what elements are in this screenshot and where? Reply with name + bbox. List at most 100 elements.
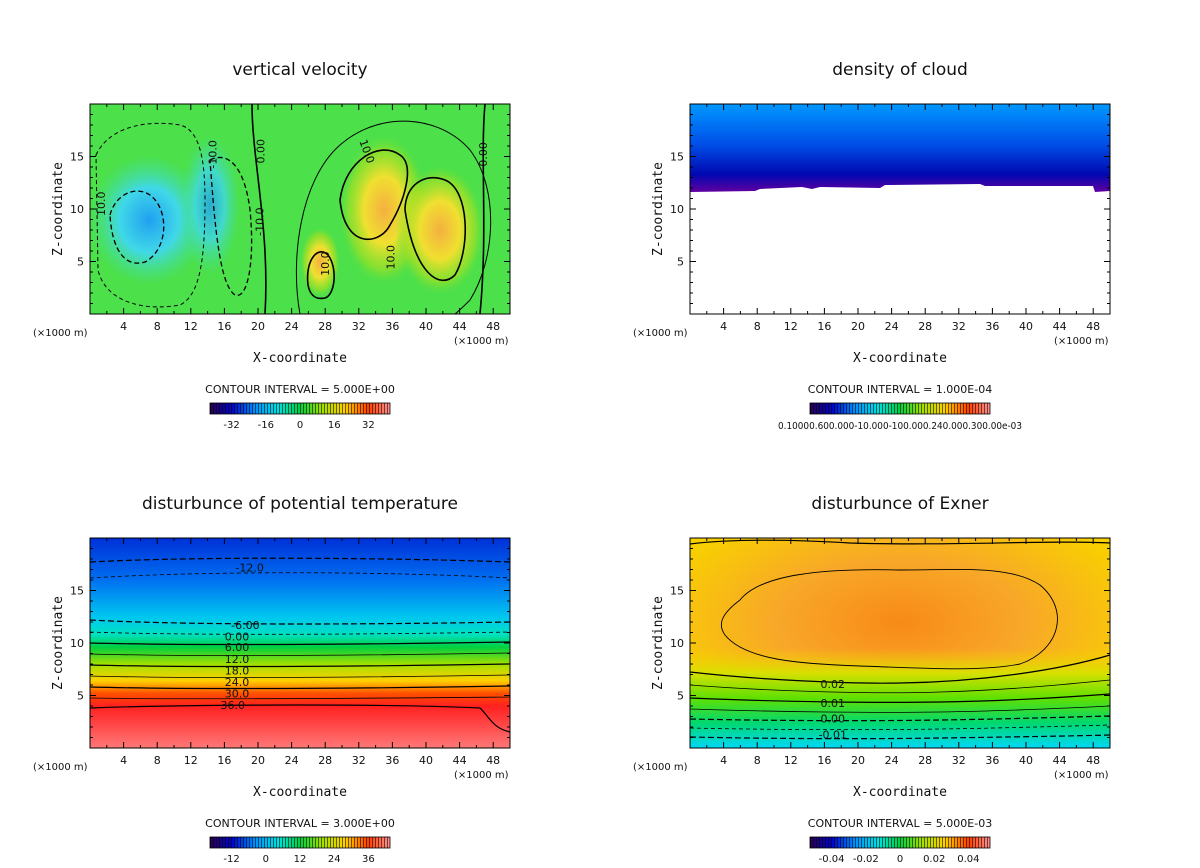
y-tick-label: 5 bbox=[677, 690, 684, 703]
colorbar: -12 0 12 24 36 bbox=[209, 836, 391, 865]
colorbar-label: 12 bbox=[294, 854, 307, 865]
x-tick-label: 48 bbox=[486, 754, 500, 767]
x-tick-label: 4 bbox=[120, 754, 127, 767]
x-axis-label: X-coordinate bbox=[253, 351, 347, 366]
plot-area bbox=[689, 538, 1111, 748]
x-tick-label: 28 bbox=[918, 320, 932, 333]
x-tick-label: 44 bbox=[1053, 754, 1067, 767]
colorbar-label: 0.04 bbox=[957, 854, 979, 865]
panel-exner: disturbunce of Exner 0.02 0.01 0.00 -0.01 4… bbox=[633, 494, 1111, 865]
y-tick-label: 15 bbox=[70, 585, 84, 598]
x-tick-label: 44 bbox=[453, 754, 467, 767]
contour-label: 24.0 bbox=[225, 676, 250, 689]
x-unit-right: (×1000 m) bbox=[1054, 770, 1109, 781]
contour-line bbox=[89, 572, 511, 579]
contour-label: 0.00 bbox=[255, 139, 268, 164]
contour-line bbox=[689, 679, 1111, 694]
colorbar-labels: -32 -16 0 16 32 bbox=[223, 420, 374, 431]
x-tick-label: 16 bbox=[217, 754, 231, 767]
y-axis-label: Z-coordinate bbox=[651, 596, 666, 690]
colorbar: 0.10000.600.000-10.000-100.000.240.000.3… bbox=[778, 402, 1022, 432]
x-unit-left: (×1000 m) bbox=[633, 328, 688, 339]
x-tick-label: 48 bbox=[486, 320, 500, 333]
x-tick-label: 16 bbox=[817, 754, 831, 767]
x-axis-label: X-coordinate bbox=[253, 785, 347, 800]
contour-line bbox=[89, 557, 511, 563]
y-tick-label: 10 bbox=[670, 203, 684, 216]
contour-label: 12.0 bbox=[225, 653, 250, 666]
contour-line bbox=[89, 685, 511, 690]
contour-line bbox=[89, 663, 511, 668]
x-tick-label: 12 bbox=[184, 754, 198, 767]
colorbar-bands bbox=[210, 837, 390, 848]
colorbar-label: 16 bbox=[328, 420, 341, 431]
x-tick-label: 44 bbox=[453, 320, 467, 333]
contour-label: 0.00 bbox=[225, 631, 250, 644]
contour-label: -10.0 bbox=[207, 140, 220, 168]
cloud-layer bbox=[690, 104, 1110, 192]
contour-label: -10.0 bbox=[254, 207, 267, 235]
x-tick-label: 36 bbox=[385, 754, 399, 767]
contour-line bbox=[720, 569, 1058, 670]
contour-line bbox=[339, 149, 409, 241]
x-tick-label: 28 bbox=[318, 754, 332, 767]
plot-area bbox=[89, 538, 511, 748]
x-tick-label: 24 bbox=[885, 320, 899, 333]
x-tick-label: 28 bbox=[318, 320, 332, 333]
colorbar-frame bbox=[209, 402, 391, 415]
updraft-region bbox=[395, 165, 485, 295]
contour-line bbox=[89, 704, 511, 733]
x-tick-label: 8 bbox=[754, 754, 761, 767]
x-tick-label: 16 bbox=[217, 320, 231, 333]
contour-label: 10.0 bbox=[95, 192, 108, 217]
x-tick-label: 8 bbox=[754, 320, 761, 333]
downdraft-region bbox=[180, 135, 240, 275]
x-unit-left: (×1000 m) bbox=[33, 762, 88, 773]
x-tick-label: 20 bbox=[851, 754, 865, 767]
chart-title: density of cloud bbox=[832, 60, 968, 80]
x-axis-label: X-coordinate bbox=[853, 351, 947, 366]
x-unit-right: (×1000 m) bbox=[1054, 336, 1109, 347]
colorbar-frame bbox=[809, 402, 991, 415]
x-tick-label: 24 bbox=[285, 320, 299, 333]
colorbar-label: -0.02 bbox=[853, 854, 879, 865]
x-axis-label: X-coordinate bbox=[853, 785, 947, 800]
colorbar-label: 36 bbox=[362, 854, 375, 865]
y-tick-label: 5 bbox=[677, 256, 684, 269]
plot-area bbox=[690, 104, 1110, 314]
x-tick-label: 40 bbox=[1019, 754, 1033, 767]
y-tick-label: 10 bbox=[670, 637, 684, 650]
contour-line bbox=[689, 734, 1111, 740]
colorbar-label: 0 bbox=[263, 854, 269, 865]
x-tick-label: 8 bbox=[154, 754, 161, 767]
contour-line bbox=[689, 693, 1111, 703]
contour-label: 0.00 bbox=[821, 713, 846, 726]
contour-line bbox=[479, 103, 486, 315]
contour-interval: CONTOUR INTERVAL = 5.000E-03 bbox=[808, 817, 992, 830]
contour-label: 0.01 bbox=[821, 697, 846, 710]
contour-interval: CONTOUR INTERVAL = 5.000E+00 bbox=[205, 383, 395, 396]
x-tick-label: 32 bbox=[952, 320, 966, 333]
contour-label: -12.0 bbox=[235, 561, 263, 574]
colorbar-labels: -12 0 12 24 36 bbox=[223, 854, 374, 865]
contour-label: 18.0 bbox=[225, 664, 250, 677]
x-tick-label: 20 bbox=[251, 320, 265, 333]
contour-label: -0.01 bbox=[819, 728, 847, 741]
contour-line bbox=[689, 705, 1111, 713]
x-tick-label: 40 bbox=[419, 754, 433, 767]
y-tick-label: 15 bbox=[670, 151, 684, 164]
contour-label: -6.00 bbox=[231, 619, 259, 632]
contour-line bbox=[404, 176, 467, 281]
contour-line bbox=[95, 122, 206, 308]
x-tick-label: 44 bbox=[1053, 320, 1067, 333]
colorbar-label: -0.04 bbox=[819, 854, 845, 865]
contour-line bbox=[306, 251, 335, 300]
downdraft-region bbox=[89, 155, 209, 285]
updraft-region bbox=[300, 227, 340, 297]
x-tick-label: 24 bbox=[885, 754, 899, 767]
contour-line bbox=[689, 539, 1111, 545]
x-tick-label: 32 bbox=[352, 320, 366, 333]
